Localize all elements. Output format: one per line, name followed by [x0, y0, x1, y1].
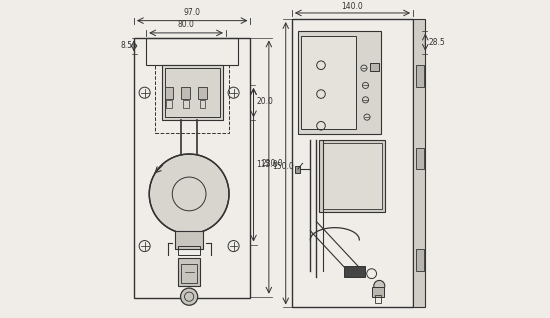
Bar — [416, 65, 424, 86]
Text: 80.0: 80.0 — [178, 20, 195, 29]
Circle shape — [374, 280, 385, 292]
Bar — [298, 31, 381, 135]
Text: 20.0: 20.0 — [257, 97, 273, 107]
Bar — [146, 38, 238, 65]
Text: 140.0: 140.0 — [342, 2, 364, 10]
Bar — [183, 100, 189, 108]
Bar — [166, 100, 172, 108]
Bar — [370, 63, 380, 71]
Bar — [178, 258, 200, 286]
Bar — [164, 86, 173, 99]
Bar — [322, 143, 382, 209]
Bar — [292, 19, 413, 308]
Bar — [175, 231, 203, 249]
Bar — [301, 36, 356, 129]
Bar — [200, 100, 205, 108]
Bar — [182, 248, 197, 252]
Text: 115.0: 115.0 — [257, 160, 278, 169]
Bar — [413, 19, 425, 308]
Bar — [372, 287, 384, 297]
Bar — [182, 120, 197, 237]
Bar — [164, 68, 220, 117]
Text: 97.0: 97.0 — [184, 8, 201, 17]
Circle shape — [180, 288, 197, 305]
Bar — [320, 140, 386, 212]
Text: 220.0: 220.0 — [261, 159, 283, 168]
Bar — [134, 38, 250, 298]
Bar — [182, 86, 190, 99]
Text: 28.5: 28.5 — [428, 38, 445, 47]
Bar — [162, 65, 223, 120]
Bar — [182, 240, 197, 246]
Bar — [295, 166, 300, 173]
Bar — [344, 266, 366, 277]
Text: 8.5: 8.5 — [120, 41, 133, 50]
Bar — [416, 148, 424, 169]
Text: 150.0: 150.0 — [272, 162, 294, 171]
Bar — [375, 295, 381, 303]
Bar — [199, 86, 207, 99]
Bar — [178, 246, 200, 255]
Bar — [156, 65, 229, 133]
Circle shape — [149, 154, 229, 234]
Bar — [182, 265, 197, 283]
Bar — [416, 249, 424, 271]
